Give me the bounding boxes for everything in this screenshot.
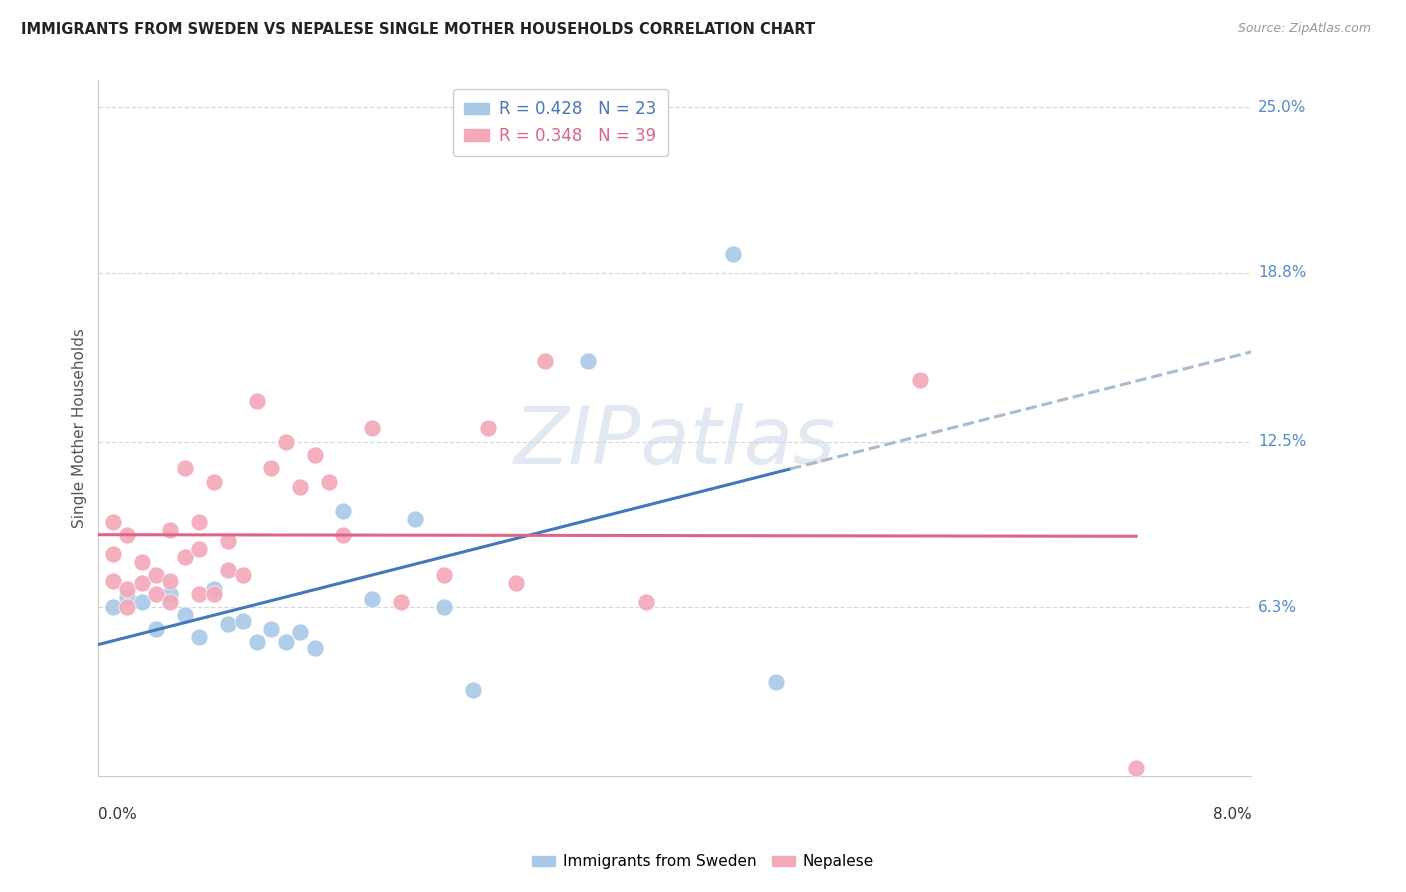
Point bbox=[117, 590, 138, 604]
Point bbox=[159, 523, 181, 537]
Point bbox=[145, 568, 167, 582]
Point bbox=[246, 394, 269, 409]
Y-axis label: Single Mother Households: Single Mother Households bbox=[72, 328, 87, 528]
Point bbox=[131, 595, 153, 609]
Legend: R = 0.428   N = 23, R = 0.348   N = 39: R = 0.428 N = 23, R = 0.348 N = 39 bbox=[453, 88, 668, 156]
Point bbox=[117, 528, 138, 542]
Point bbox=[159, 587, 181, 601]
Point bbox=[174, 608, 197, 623]
Point bbox=[721, 247, 744, 261]
Point bbox=[231, 614, 254, 628]
Point bbox=[188, 515, 211, 529]
Point bbox=[188, 587, 211, 601]
Point bbox=[908, 373, 931, 387]
Point bbox=[304, 640, 326, 655]
Point bbox=[217, 533, 239, 548]
Point bbox=[188, 541, 211, 556]
Point bbox=[290, 624, 312, 639]
Point bbox=[159, 595, 181, 609]
Point bbox=[765, 675, 787, 690]
Point bbox=[1125, 761, 1147, 775]
Text: 8.0%: 8.0% bbox=[1212, 807, 1251, 822]
Point bbox=[131, 576, 153, 591]
Point bbox=[260, 622, 283, 636]
Text: 0.0%: 0.0% bbox=[98, 807, 138, 822]
Point bbox=[274, 434, 297, 449]
Point bbox=[101, 574, 124, 588]
Point bbox=[318, 475, 340, 489]
Point bbox=[131, 555, 153, 569]
Text: 18.8%: 18.8% bbox=[1258, 266, 1306, 280]
Point bbox=[145, 622, 167, 636]
Point bbox=[145, 587, 167, 601]
Point bbox=[361, 421, 384, 435]
Point bbox=[636, 595, 658, 609]
Point bbox=[159, 574, 181, 588]
Point bbox=[260, 461, 283, 475]
Point bbox=[101, 515, 124, 529]
Point bbox=[217, 616, 239, 631]
Point bbox=[202, 582, 225, 596]
Point bbox=[389, 595, 412, 609]
Point bbox=[174, 461, 197, 475]
Point bbox=[117, 600, 138, 615]
Text: ZIPatlas: ZIPatlas bbox=[513, 403, 837, 481]
Point bbox=[246, 635, 269, 649]
Point bbox=[217, 563, 239, 577]
Point bbox=[332, 504, 354, 518]
Point bbox=[290, 480, 312, 494]
Point bbox=[202, 475, 225, 489]
Text: 6.3%: 6.3% bbox=[1258, 600, 1298, 615]
Point bbox=[304, 448, 326, 462]
Point bbox=[534, 354, 557, 368]
Point bbox=[202, 587, 225, 601]
Point bbox=[117, 582, 138, 596]
Point bbox=[231, 568, 254, 582]
Point bbox=[477, 421, 499, 435]
Point bbox=[405, 512, 427, 526]
Point bbox=[274, 635, 297, 649]
Point bbox=[101, 547, 124, 561]
Text: 25.0%: 25.0% bbox=[1258, 100, 1306, 114]
Text: 12.5%: 12.5% bbox=[1258, 434, 1306, 449]
Point bbox=[578, 354, 600, 368]
Point bbox=[188, 630, 211, 644]
Point bbox=[433, 600, 456, 615]
Point bbox=[361, 592, 384, 607]
Text: Source: ZipAtlas.com: Source: ZipAtlas.com bbox=[1237, 22, 1371, 36]
Text: IMMIGRANTS FROM SWEDEN VS NEPALESE SINGLE MOTHER HOUSEHOLDS CORRELATION CHART: IMMIGRANTS FROM SWEDEN VS NEPALESE SINGL… bbox=[21, 22, 815, 37]
Point bbox=[101, 600, 124, 615]
Point bbox=[461, 683, 484, 698]
Legend: Immigrants from Sweden, Nepalese: Immigrants from Sweden, Nepalese bbox=[526, 848, 880, 875]
Point bbox=[433, 568, 456, 582]
Point bbox=[332, 528, 354, 542]
Point bbox=[174, 549, 197, 564]
Point bbox=[505, 576, 527, 591]
